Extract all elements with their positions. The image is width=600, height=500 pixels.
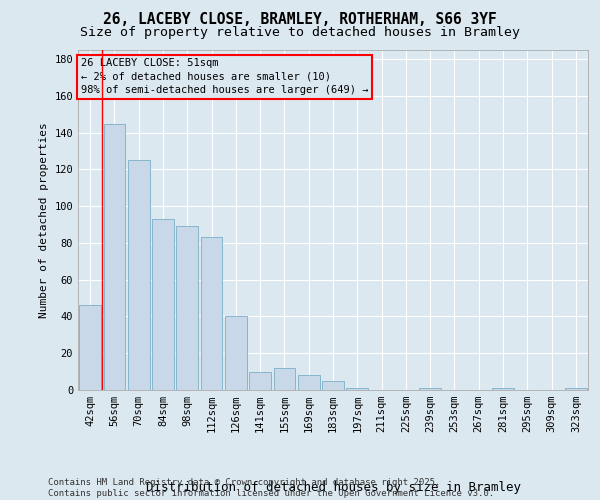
Text: 26 LACEBY CLOSE: 51sqm
← 2% of detached houses are smaller (10)
98% of semi-deta: 26 LACEBY CLOSE: 51sqm ← 2% of detached … [80,58,368,95]
Bar [322,381,344,390]
Bar [274,368,295,390]
Bar [104,124,125,390]
Text: Size of property relative to detached houses in Bramley: Size of property relative to detached ho… [80,26,520,39]
Y-axis label: Number of detached properties: Number of detached properties [39,122,49,318]
Text: 26, LACEBY CLOSE, BRAMLEY, ROTHERHAM, S66 3YF: 26, LACEBY CLOSE, BRAMLEY, ROTHERHAM, S6… [103,12,497,26]
Bar [565,388,587,390]
Bar [176,226,198,390]
Bar [225,316,247,390]
X-axis label: Distribution of detached houses by size in Bramley: Distribution of detached houses by size … [146,481,521,494]
Bar [298,376,320,390]
Bar [79,306,101,390]
Bar [492,388,514,390]
Text: Contains HM Land Registry data © Crown copyright and database right 2025.
Contai: Contains HM Land Registry data © Crown c… [48,478,494,498]
Bar [419,388,441,390]
Bar [249,372,271,390]
Bar [346,388,368,390]
Bar [152,219,174,390]
Bar [200,238,223,390]
Bar [128,160,149,390]
